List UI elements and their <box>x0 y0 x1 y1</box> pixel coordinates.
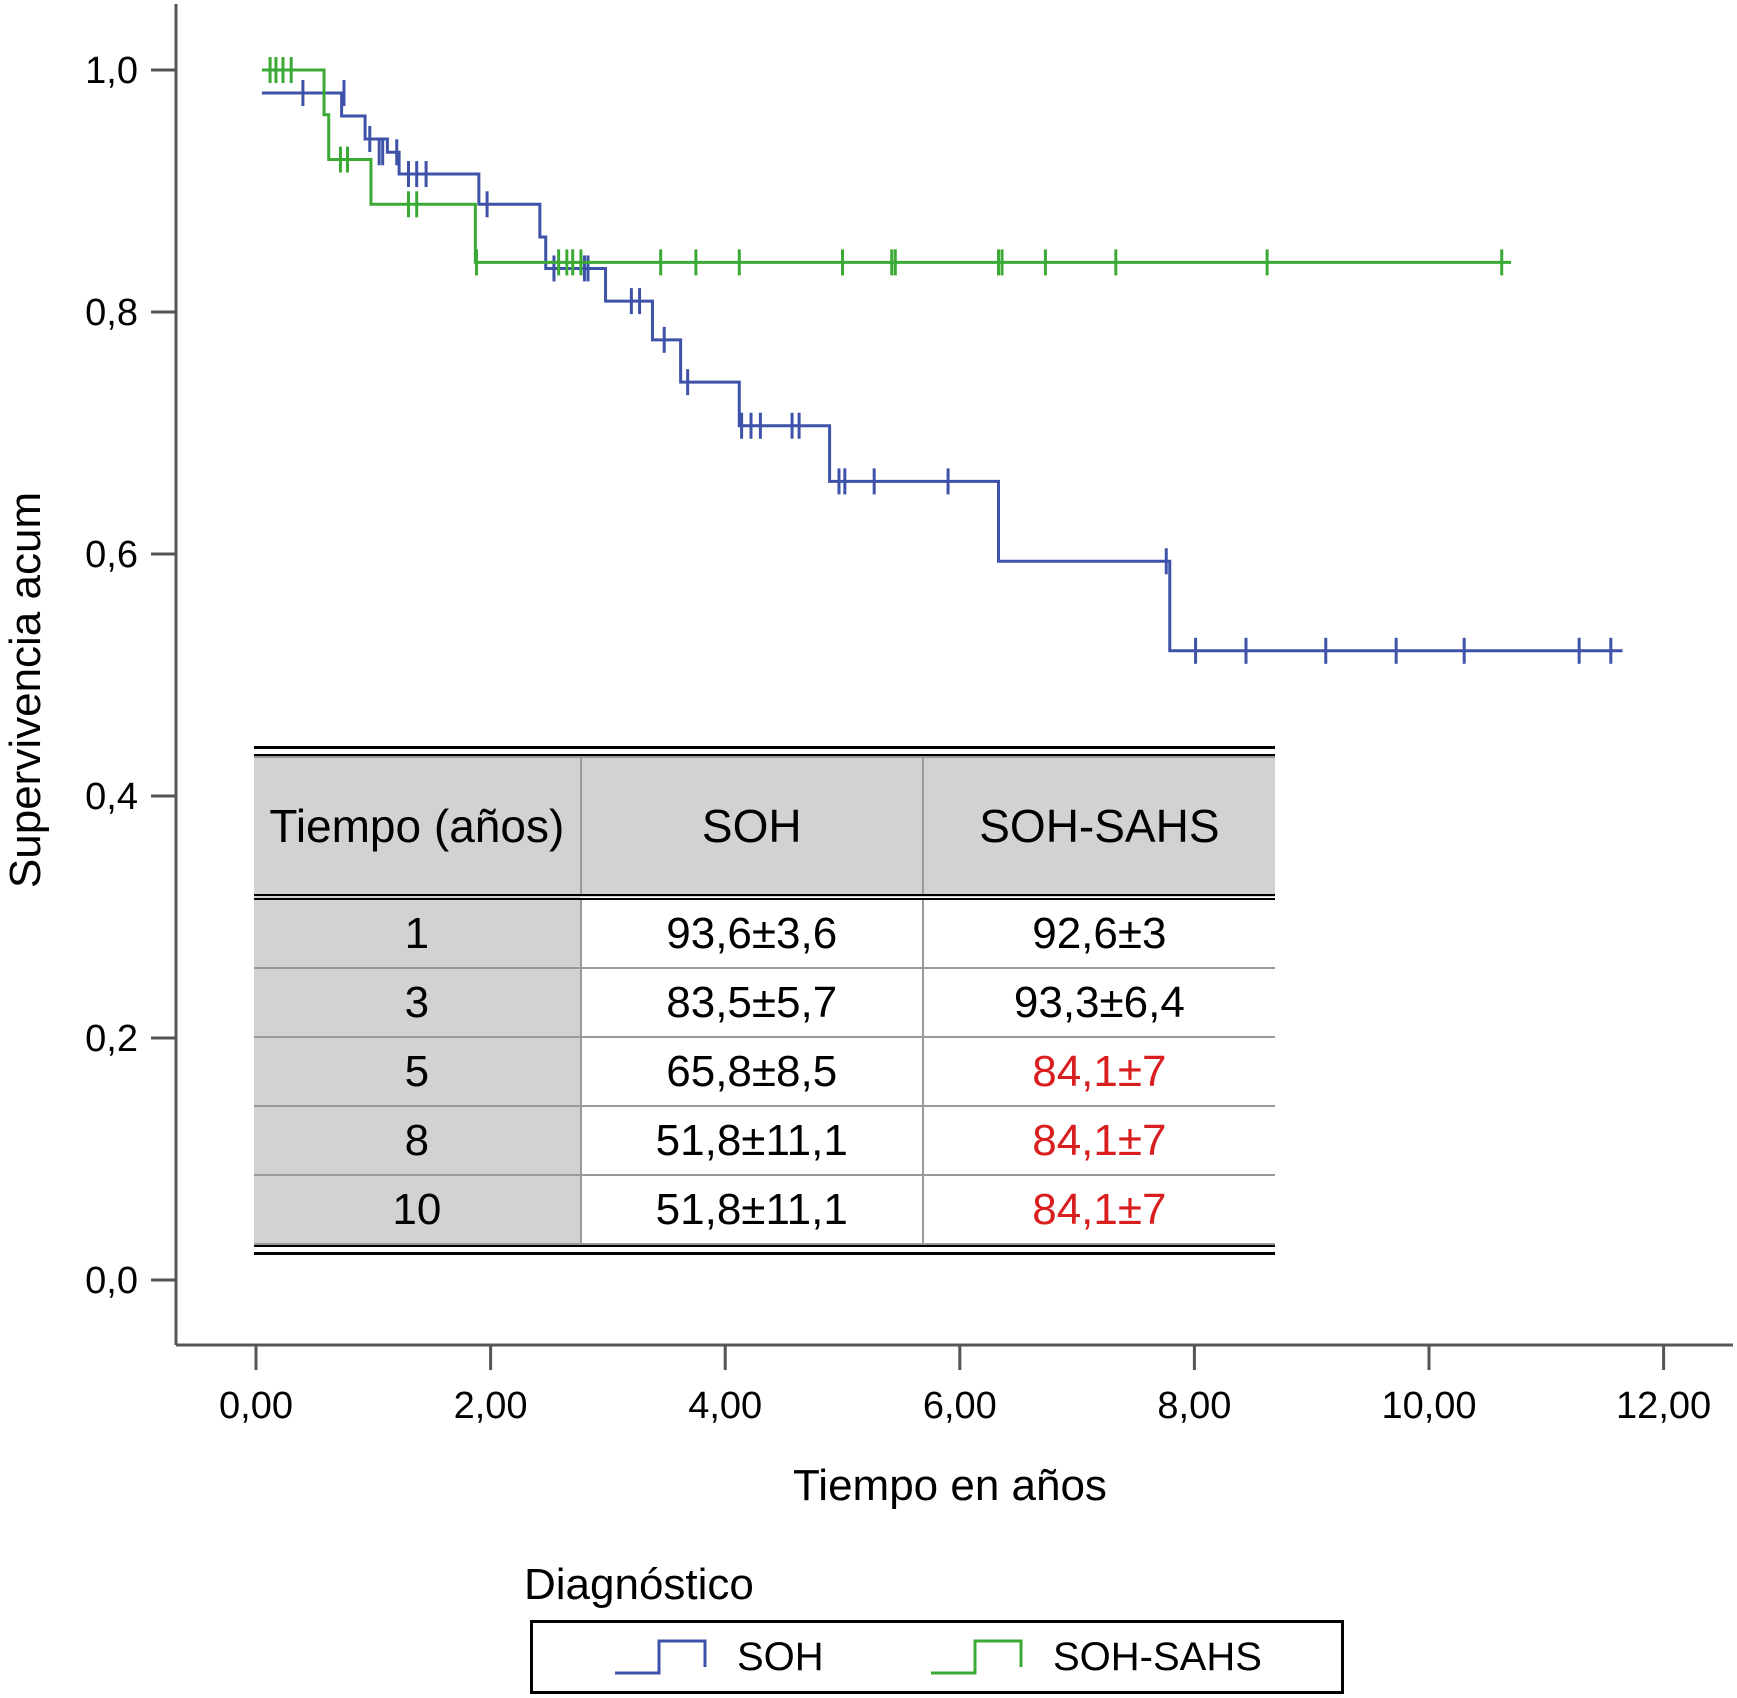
table-row: 5 65,8±8,5 84,1±7 <box>254 1036 1275 1107</box>
legend-item-soh: SOH <box>615 1623 824 1691</box>
table-row: 3 83,5±5,7 93,3±6,4 <box>254 967 1275 1038</box>
y-tick-label: 0,0 <box>85 1260 138 1302</box>
table-cell-soh-sahs: 84,1±7 <box>921 1174 1275 1245</box>
table-cell-time: 5 <box>254 1036 582 1107</box>
series-soh <box>261 79 1623 664</box>
legend-label-soh: SOH <box>737 1634 824 1679</box>
y-tick-label: 0,4 <box>85 776 138 818</box>
table-cell-time: 1 <box>254 896 582 969</box>
table-cell-soh-sahs: 92,6±3 <box>921 896 1275 969</box>
legend: SOH SOH-SAHS <box>530 1620 1344 1694</box>
series-layer <box>261 57 1623 664</box>
table-cell-soh-sahs: 84,1±7 <box>921 1036 1275 1107</box>
table-body: 1 93,6±3,6 92,6±3 3 83,5±5,7 93,3±6,4 5 65,8±8,… <box>254 896 1275 1245</box>
y-tick-label: 0,8 <box>85 292 138 334</box>
series-line-soh-sahs <box>261 68 1512 264</box>
table-cell-soh: 51,8±11,1 <box>579 1174 924 1245</box>
y-tick-label: 0,2 <box>85 1018 138 1060</box>
x-tick-label: 4,00 <box>688 1385 762 1427</box>
survival-table-grid: Tiempo (años) SOH SOH-SAHS 1 93,6±3,6 92,6… <box>254 756 1275 1245</box>
legend-title: Diagnóstico <box>524 1560 754 1609</box>
table-header-time: Tiempo (años) <box>254 756 582 898</box>
table-header-row: Tiempo (años) SOH SOH-SAHS <box>254 756 1275 898</box>
series-line-soh <box>261 91 1623 653</box>
legend-item-soh-sahs: SOH-SAHS <box>931 1623 1262 1691</box>
table-cell-soh: 65,8±8,5 <box>579 1036 924 1107</box>
x-ticks: 0,00 2,00 4,00 6,00 8,00 10,00 12,00 <box>219 1345 1711 1427</box>
x-tick-label: 2,00 <box>454 1385 528 1427</box>
x-tick-label: 10,00 <box>1381 1385 1476 1427</box>
series-soh-sahs <box>261 57 1512 276</box>
table-cell-soh: 83,5±5,7 <box>579 967 924 1038</box>
table-cell-time: 10 <box>254 1174 582 1245</box>
table-cell-soh: 93,6±3,6 <box>579 896 924 969</box>
x-tick-label: 8,00 <box>1157 1385 1231 1427</box>
survival-table-inner: Tiempo (años) SOH SOH-SAHS 1 93,6±3,6 92,6… <box>254 754 1275 1247</box>
x-axis-title: Tiempo en años <box>793 1461 1107 1510</box>
table-cell-time: 3 <box>254 967 582 1038</box>
legend-swatch-soh <box>615 1639 707 1675</box>
y-axis-title: Supervivencia acum <box>1 492 50 888</box>
y-tick-label: 1,0 <box>85 50 138 92</box>
x-tick-label: 6,00 <box>923 1385 997 1427</box>
table-header-soh: SOH <box>579 756 924 898</box>
legend-swatch-soh-sahs <box>931 1639 1023 1675</box>
table-cell-time: 8 <box>254 1105 582 1176</box>
table-row: 10 51,8±11,1 84,1±7 <box>254 1174 1275 1245</box>
table-cell-soh: 51,8±11,1 <box>579 1105 924 1176</box>
table-row: 8 51,8±11,1 84,1±7 <box>254 1105 1275 1176</box>
y-ticks: 0,0 0,2 0,4 0,6 0,8 1,0 <box>85 50 176 1302</box>
table-row: 1 93,6±3,6 92,6±3 <box>254 896 1275 969</box>
y-tick-label: 0,6 <box>85 534 138 576</box>
table-cell-soh-sahs: 84,1±7 <box>921 1105 1275 1176</box>
survival-table: Tiempo (años) SOH SOH-SAHS 1 93,6±3,6 92,6… <box>254 746 1275 1255</box>
x-tick-label: 0,00 <box>219 1385 293 1427</box>
legend-label-soh-sahs: SOH-SAHS <box>1053 1634 1262 1679</box>
x-tick-label: 12,00 <box>1616 1385 1711 1427</box>
table-header-soh-sahs: SOH-SAHS <box>921 756 1275 898</box>
table-cell-soh-sahs: 93,3±6,4 <box>921 967 1275 1038</box>
